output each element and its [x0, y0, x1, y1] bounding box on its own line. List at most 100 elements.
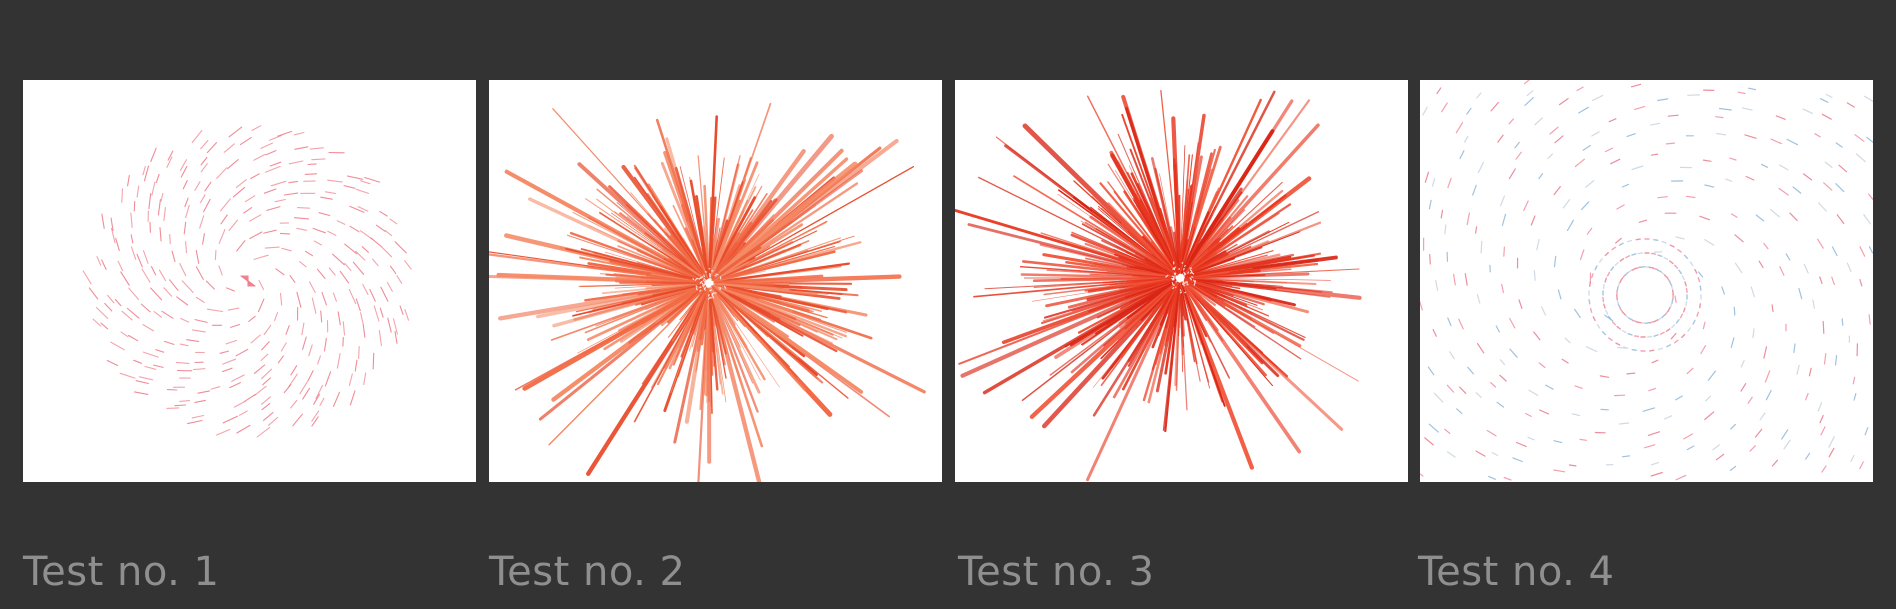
spiral-dash	[179, 159, 188, 171]
vortex-dash	[1591, 131, 1600, 137]
spiral-dash	[92, 318, 102, 327]
burst-core	[1180, 273, 1183, 277]
vortex-dash	[1740, 359, 1745, 368]
test-1-image[interactable]	[23, 80, 476, 482]
spiral-dash	[248, 315, 256, 323]
spiral-dash	[199, 215, 205, 229]
spiral-dash	[389, 218, 398, 225]
vortex-ring	[1635, 266, 1641, 270]
vortex-dash	[1533, 331, 1541, 341]
spiral-dash	[262, 412, 274, 421]
vortex-dash	[1582, 144, 1591, 151]
burst-ray	[714, 249, 809, 282]
vortex-ring	[1646, 335, 1653, 338]
burst-core	[1172, 277, 1175, 280]
spiral-dash	[355, 188, 370, 194]
vortex-ring	[1592, 316, 1596, 322]
spiral-dash	[171, 250, 176, 263]
vortex-dash	[1817, 238, 1824, 249]
vortex-ring	[1664, 274, 1669, 279]
vortex-dash	[1648, 387, 1656, 392]
vortex-dash	[1699, 215, 1710, 221]
spiral-dash	[163, 287, 173, 297]
spiral-dash	[185, 241, 188, 254]
vortex-dash	[1705, 395, 1712, 402]
burst-ray	[710, 161, 858, 282]
spiral-dash	[253, 364, 266, 374]
burst-ray	[666, 286, 707, 324]
spiral-dash	[179, 400, 191, 402]
vortex-dash	[1508, 118, 1515, 125]
spiral-dash	[225, 287, 235, 292]
vortex-dash	[1480, 240, 1483, 254]
burst-ray	[712, 287, 790, 367]
burst-ray	[710, 196, 757, 279]
test-2-image[interactable]	[489, 80, 942, 482]
burst-ray	[538, 285, 707, 421]
burst-ray	[655, 285, 705, 309]
burst-ray	[713, 250, 836, 283]
burst-ray	[967, 223, 1176, 278]
spiral-dash	[185, 204, 190, 219]
vortex-ring	[1671, 289, 1675, 296]
burst-ray	[710, 286, 748, 348]
burst-core	[1183, 276, 1186, 280]
vortex-dash	[1852, 376, 1856, 385]
spiral-dash	[363, 372, 367, 386]
burst-ray	[697, 155, 710, 278]
vortex-ring	[1683, 307, 1686, 313]
burst-ray	[711, 286, 806, 392]
vortex-dash	[1716, 132, 1726, 136]
vortex-dash	[1663, 415, 1673, 420]
vortex-dash	[1621, 455, 1630, 458]
spiral-dash	[292, 413, 303, 427]
vortex-dash	[1553, 440, 1563, 444]
vortex-dash	[1698, 271, 1704, 278]
vortex-ring	[1633, 335, 1640, 338]
burst-ray	[1065, 260, 1176, 279]
spiral-dash	[399, 305, 404, 315]
vortex-dash	[1432, 328, 1437, 337]
burst-ray	[710, 199, 749, 279]
burst-ray	[1183, 282, 1273, 387]
test-3-image[interactable]	[955, 80, 1408, 482]
vortex-dash	[1838, 164, 1848, 173]
spiral-dash	[243, 393, 256, 403]
burst-core	[715, 273, 719, 276]
burst-ray	[713, 240, 810, 282]
spiral-dash	[195, 266, 204, 280]
spiral-dash	[228, 219, 239, 232]
vortex-dash	[1770, 209, 1780, 218]
spiral-dash	[344, 262, 352, 272]
test-4-image[interactable]	[1420, 80, 1873, 482]
burst-ray	[1181, 211, 1210, 274]
burst-core	[1183, 264, 1186, 267]
burst-ray	[1045, 277, 1176, 308]
burst-ray	[713, 166, 915, 281]
burst-ray	[614, 191, 706, 279]
vortex-dash	[1464, 273, 1468, 286]
spiral-dash	[142, 250, 149, 264]
spiral-dash	[203, 198, 211, 213]
vortex-ring	[1657, 347, 1664, 351]
vortex-dash	[1759, 412, 1766, 421]
vortex-dash	[1449, 351, 1455, 360]
spiral-dash	[183, 221, 187, 235]
burst-ray	[709, 288, 727, 403]
vortex-dash	[1761, 163, 1769, 168]
vortex-dash	[1665, 142, 1676, 145]
vortex-ring	[1618, 242, 1624, 246]
spiral-dash	[227, 307, 240, 311]
burst-ray	[1184, 252, 1322, 278]
spiral-dash	[186, 339, 200, 342]
spiral-dash	[199, 194, 206, 204]
burst-core	[1193, 282, 1196, 286]
vortex-ring	[1631, 253, 1637, 256]
burst-core	[705, 271, 707, 273]
spiral-dash	[321, 291, 327, 306]
vortex-dash	[1630, 83, 1642, 88]
spiral-dash	[296, 291, 302, 308]
vortex-dash	[1604, 147, 1613, 153]
spiral-dash	[235, 348, 249, 357]
burst-ray	[596, 188, 706, 280]
